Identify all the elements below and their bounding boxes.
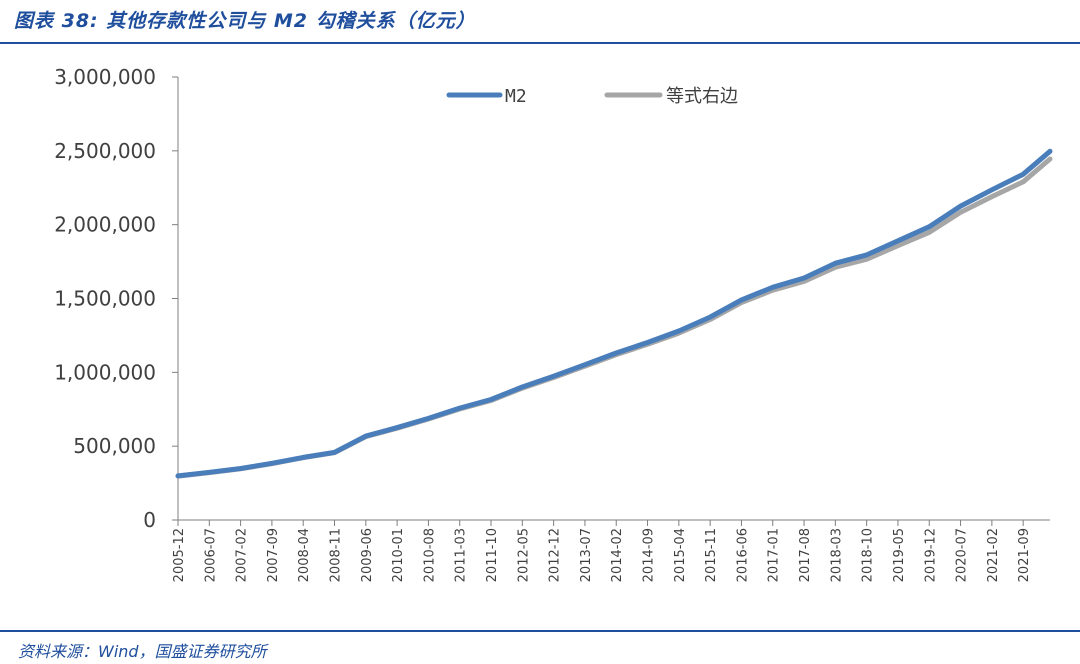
x-tick-label: 2008-11 (329, 528, 344, 582)
x-tick-label: 2015-04 (673, 528, 688, 582)
x-tick-label: 2012-05 (516, 528, 531, 582)
x-tick-label: 2010-08 (422, 528, 437, 582)
series-line-1 (175, 156, 1053, 479)
chart-legend: M2 等式右边 (446, 86, 738, 107)
x-tick-label: 2012-12 (548, 528, 563, 582)
x-tick-label: 2007-09 (266, 528, 281, 582)
series-lines (175, 148, 1053, 479)
x-tick-label: 2018-03 (829, 528, 844, 582)
y-tick-label: 3,000,000 (54, 65, 156, 89)
x-tick-label: 2014-02 (610, 528, 625, 582)
top-divider (0, 42, 1080, 44)
legend-label: M2 (505, 86, 527, 107)
x-axis-ticks: 2005-12 2006-07 2007-02 2007-09 2008-04 2008-… (172, 520, 1032, 582)
x-tick-label: 2017-01 (767, 528, 782, 582)
y-tick-label: 2,000,000 (54, 213, 156, 237)
legend-label: 等式右边 (666, 86, 738, 107)
x-tick-label: 2011-03 (454, 528, 469, 582)
chart-axes (177, 77, 1050, 521)
x-tick-label: 2013-07 (579, 528, 594, 582)
figure-title: 图表 38: 其他存款性公司与 M2 勾稽关系（亿元） (14, 10, 476, 32)
x-tick-label: 2018-10 (861, 528, 876, 582)
y-tick-label: 1,000,000 (54, 360, 156, 384)
line-chart: 0 500,000 1,000,000 1,500,000 2,000,000 2,500… (54, 65, 1053, 582)
bottom-divider (0, 630, 1080, 632)
x-tick-label: 2021-09 (1017, 528, 1032, 582)
x-tick-label: 2016-06 (735, 528, 750, 582)
x-tick-label: 2014-09 (642, 528, 657, 582)
x-tick-label: 2005-12 (172, 528, 187, 582)
x-tick-label: 2021-02 (986, 528, 1001, 582)
y-tick-label: 2,500,000 (54, 139, 156, 163)
series-line-0 (175, 148, 1053, 479)
y-tick-label: 0 (143, 508, 156, 532)
x-tick-label: 2009-06 (360, 528, 375, 582)
y-axis-ticks: 0 500,000 1,000,000 1,500,000 2,000,000 2,500… (54, 65, 178, 532)
x-tick-label: 2010-01 (391, 528, 406, 582)
x-tick-label: 2008-04 (297, 528, 312, 582)
x-tick-label: 2006-07 (203, 528, 218, 582)
y-tick-label: 500,000 (73, 434, 156, 458)
x-tick-label: 2020-07 (955, 528, 970, 582)
x-tick-label: 2019-12 (923, 528, 938, 582)
x-tick-label: 2011-10 (485, 528, 500, 582)
y-tick-label: 1,500,000 (54, 287, 156, 311)
x-tick-label: 2019-05 (892, 528, 907, 582)
x-tick-label: 2017-08 (798, 528, 813, 582)
source-note: 资料来源：Wind，国盛证券研究所 (18, 642, 267, 661)
x-tick-label: 2007-02 (235, 528, 250, 582)
x-tick-label: 2015-11 (704, 528, 719, 582)
